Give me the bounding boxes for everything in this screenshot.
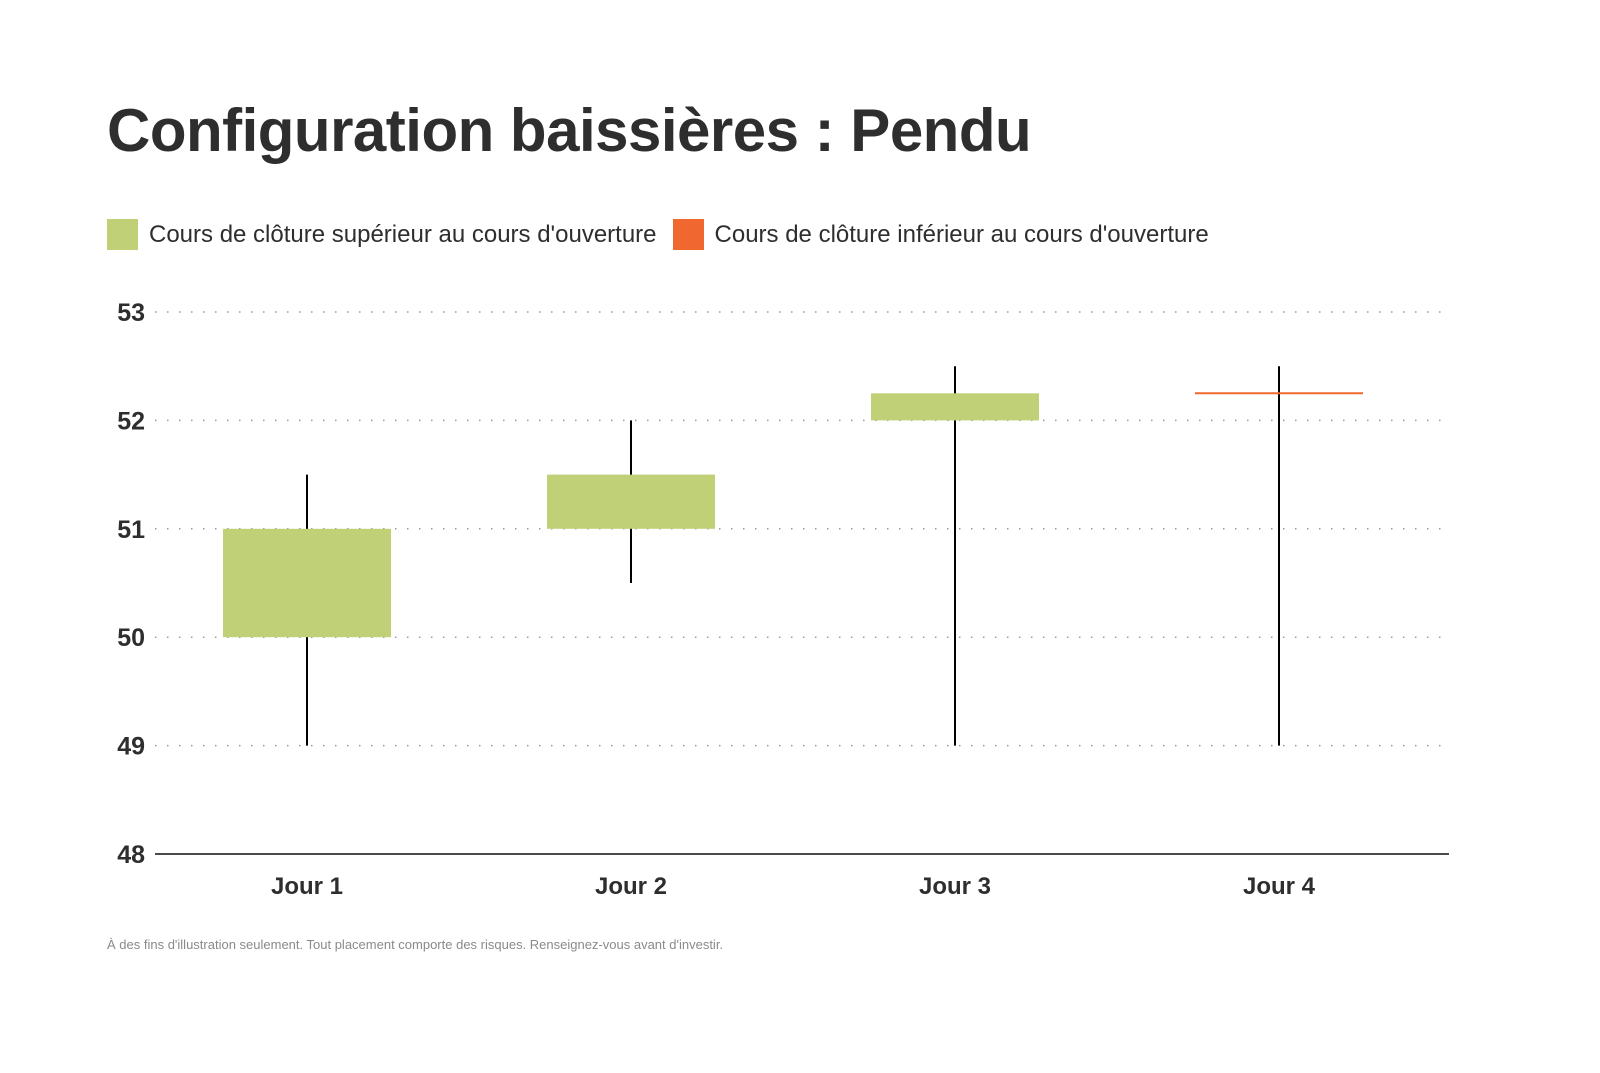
legend: Cours de clôture supérieur au cours d'ou… [107,219,1225,250]
y-tick-label: 51 [117,516,145,544]
y-tick-label: 49 [117,733,145,761]
x-tick-label: Jour 1 [271,873,343,900]
legend-swatch-down [672,219,704,250]
candle-body [871,393,1039,421]
legend-item-up: Cours de clôture supérieur au cours d'ou… [107,219,657,250]
y-tick-label: 53 [117,299,145,327]
chart-card: Configuration baissières : Pendu Cours d… [107,97,1449,952]
x-tick-label: Jour 4 [1243,873,1316,900]
candle-body [547,474,715,529]
legend-label-up: Cours de clôture supérieur au cours d'ou… [149,220,657,248]
y-tick-label: 52 [117,407,145,435]
legend-swatch-up [107,219,138,250]
chart-title: Configuration baissières : Pendu [107,97,1032,164]
x-tick-label: Jour 2 [595,873,667,900]
x-tick-label: Jour 3 [919,873,991,900]
disclaimer: À des fins d'illustration seulement. Tou… [107,937,724,952]
legend-item-down: Cours de clôture inférieur au cours d'ou… [672,219,1209,250]
candle-body [223,528,391,638]
y-tick-label: 50 [117,624,145,652]
y-tick-label: 48 [117,841,145,869]
legend-label-down: Cours de clôture inférieur au cours d'ou… [714,220,1209,248]
